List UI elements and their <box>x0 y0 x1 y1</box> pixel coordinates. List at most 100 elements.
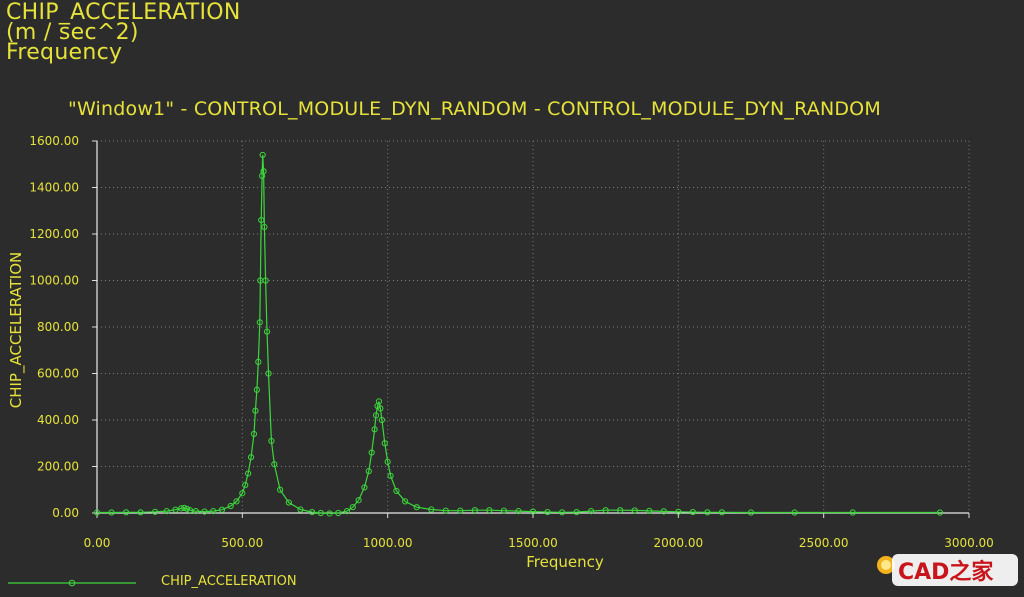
quantity-heading: CHIP_ACCELERATION <box>6 0 241 25</box>
data-point <box>588 508 595 515</box>
data-point <box>457 507 464 514</box>
data-point <box>239 490 246 497</box>
data-point <box>387 472 394 479</box>
data-point <box>689 508 696 516</box>
data-point <box>428 506 435 513</box>
data-point <box>268 437 275 445</box>
data-point <box>186 507 194 514</box>
legend-marker <box>68 579 76 587</box>
x-quantity-heading: Frequency <box>6 40 123 65</box>
data-point <box>108 509 115 516</box>
y-tick-label: 0.00 <box>52 506 79 520</box>
data-point <box>602 507 609 514</box>
data-point <box>297 506 304 513</box>
data-point <box>93 509 101 516</box>
y-axis-label: CHIP_ACCELERATION <box>7 252 26 409</box>
data-point <box>258 216 265 224</box>
data-point <box>285 499 292 506</box>
axes <box>92 140 970 518</box>
data-point <box>936 509 944 516</box>
y-tick-label: 400.00 <box>37 413 79 427</box>
data-point <box>260 168 267 175</box>
data-point <box>675 508 682 515</box>
grid-lines <box>97 140 970 513</box>
data-point <box>262 277 269 284</box>
data-point <box>250 430 258 438</box>
data-point <box>253 386 260 393</box>
data-point <box>660 508 667 515</box>
data-point <box>529 508 537 515</box>
y-tick-labels: 0.00 200.00 400.00 600.00 800.00 1000.00 1200.… <box>29 134 79 520</box>
watermark-logo: CAD之家 <box>877 554 1018 586</box>
data-point <box>471 507 478 514</box>
data-point <box>277 486 284 493</box>
data-point <box>355 497 362 504</box>
data-point <box>256 319 263 326</box>
x-tick-label: 1500.00 <box>508 536 558 550</box>
data-point <box>442 507 449 514</box>
y-tick-label: 1200.00 <box>29 227 79 241</box>
data-point <box>393 487 400 495</box>
data-point <box>335 509 342 517</box>
data-point <box>368 449 375 456</box>
data-point <box>233 498 240 505</box>
data-point <box>178 505 185 512</box>
data-point <box>413 504 420 511</box>
watermark-text: CAD之家 <box>898 559 994 585</box>
chart-title: "Window1" - CONTROL_MODULE_DYN_RANDOM - … <box>68 98 881 120</box>
data-point <box>371 426 378 433</box>
y-tick-label: 1000.00 <box>29 274 79 288</box>
data-point <box>384 458 391 465</box>
data-point <box>646 507 653 515</box>
legend: CHIP_ACCELERATION <box>8 574 297 589</box>
data-point <box>259 151 266 159</box>
data-point <box>152 508 159 515</box>
legend-label: CHIP_ACCELERATION <box>161 574 297 589</box>
y-tick-label: 1400.00 <box>29 181 79 195</box>
data-point <box>558 509 566 516</box>
series-line <box>97 154 940 515</box>
data-point <box>365 468 372 475</box>
data-point <box>573 508 580 516</box>
data-point <box>317 509 324 517</box>
data-point <box>631 507 638 514</box>
data-point <box>704 509 711 516</box>
data-point <box>372 412 380 419</box>
data-point <box>378 416 385 424</box>
data-point <box>361 484 368 491</box>
data-point <box>181 504 188 511</box>
data-point <box>343 508 351 515</box>
y-tick-label: 1600.00 <box>29 134 79 148</box>
x-tick-label: 0.00 <box>84 536 111 550</box>
x-tick-label: 1000.00 <box>363 536 413 550</box>
units-heading: (m / sec^2) <box>6 20 139 45</box>
data-point <box>791 509 798 516</box>
x-axis-label: Frequency <box>526 553 604 571</box>
data-point <box>227 502 234 510</box>
x-tick-label: 500.00 <box>221 536 263 550</box>
data-point <box>137 509 144 516</box>
data-point <box>210 508 217 515</box>
data-point <box>849 509 856 516</box>
y-tick-label: 800.00 <box>37 320 79 334</box>
x-tick-label: 2500.00 <box>799 536 849 550</box>
data-point <box>245 470 252 477</box>
data-point <box>271 461 278 468</box>
data-point <box>544 508 551 516</box>
data-point <box>326 510 333 517</box>
data-point <box>500 507 508 514</box>
y-tick-label: 600.00 <box>37 367 79 381</box>
data-point <box>617 507 624 514</box>
data-point <box>718 509 726 516</box>
data-point <box>122 509 130 516</box>
data-points <box>93 151 944 517</box>
data-point <box>377 405 384 412</box>
data-point <box>308 508 316 516</box>
data-point <box>218 506 226 513</box>
data-point <box>252 407 259 414</box>
x-tick-labels: 0.00 500.00 1000.00 1500.00 2000.00 2500.00 30… <box>84 536 994 550</box>
data-point <box>261 223 268 231</box>
data-point <box>192 508 199 515</box>
data-point <box>747 509 755 516</box>
